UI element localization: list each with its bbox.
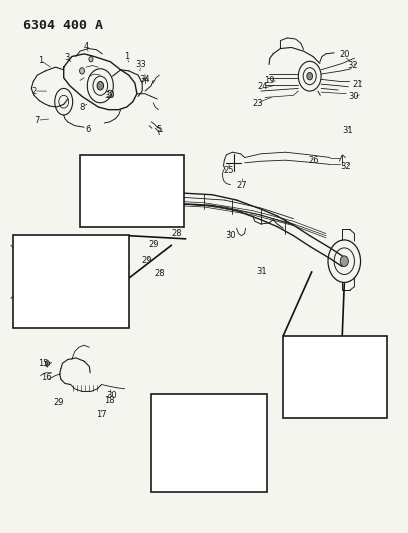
Text: 30: 30 (106, 391, 117, 400)
Text: 29: 29 (67, 280, 77, 289)
Ellipse shape (344, 365, 357, 381)
Text: 34: 34 (140, 75, 151, 84)
Text: 3: 3 (64, 53, 69, 62)
Ellipse shape (340, 256, 348, 266)
Bar (283, 336, 387, 418)
Text: 30: 30 (348, 92, 359, 101)
Text: 28: 28 (154, 269, 164, 278)
Text: 31: 31 (342, 126, 353, 135)
Text: 32: 32 (229, 471, 240, 479)
Text: 37: 37 (335, 364, 346, 373)
Bar (80, 155, 184, 227)
Text: 9: 9 (95, 175, 100, 184)
Ellipse shape (195, 435, 205, 448)
Text: 13: 13 (41, 273, 51, 281)
Bar (13, 235, 129, 328)
Text: 1: 1 (124, 52, 129, 61)
Ellipse shape (97, 82, 104, 90)
Text: 39: 39 (104, 91, 115, 100)
Text: 17: 17 (96, 410, 107, 419)
Text: 38: 38 (19, 282, 30, 291)
Text: 28: 28 (171, 229, 182, 238)
Text: 26: 26 (308, 156, 319, 165)
Text: 31: 31 (228, 458, 239, 466)
Text: 6304 400 A: 6304 400 A (23, 19, 103, 33)
Text: 30: 30 (225, 231, 236, 240)
Text: 29: 29 (141, 256, 151, 265)
Text: 20: 20 (339, 51, 350, 59)
Text: 32: 32 (340, 162, 351, 171)
Ellipse shape (45, 361, 49, 366)
Bar (151, 394, 267, 492)
Text: 33: 33 (135, 60, 146, 69)
Text: 11: 11 (171, 208, 182, 217)
Text: 6: 6 (85, 125, 91, 134)
Text: 24: 24 (257, 82, 268, 91)
Text: 7: 7 (35, 116, 40, 125)
Text: 31: 31 (256, 268, 267, 276)
Text: 19: 19 (264, 76, 274, 85)
Text: 36: 36 (298, 364, 309, 373)
Text: 5: 5 (157, 125, 162, 134)
Text: 18: 18 (104, 396, 115, 405)
Ellipse shape (89, 56, 93, 62)
Text: 32: 32 (330, 392, 340, 401)
Ellipse shape (55, 265, 64, 278)
Text: 15: 15 (38, 359, 49, 368)
Ellipse shape (307, 72, 313, 80)
Text: 10: 10 (92, 205, 103, 214)
Ellipse shape (80, 68, 84, 74)
Text: 27: 27 (236, 181, 247, 190)
Text: 4: 4 (84, 43, 89, 52)
Text: 12: 12 (95, 190, 106, 199)
Text: 2: 2 (31, 86, 37, 95)
Text: 8: 8 (79, 102, 85, 111)
Text: 14: 14 (61, 292, 72, 301)
Text: 35: 35 (304, 375, 315, 384)
Text: 16: 16 (41, 373, 51, 382)
Text: 25: 25 (223, 166, 234, 175)
Text: 21: 21 (353, 79, 363, 88)
Text: 29: 29 (53, 398, 64, 407)
Text: 23: 23 (253, 99, 263, 108)
Text: 29: 29 (148, 240, 158, 249)
Text: 1: 1 (38, 56, 43, 64)
Text: 32: 32 (347, 61, 358, 70)
Text: 28: 28 (51, 314, 62, 323)
